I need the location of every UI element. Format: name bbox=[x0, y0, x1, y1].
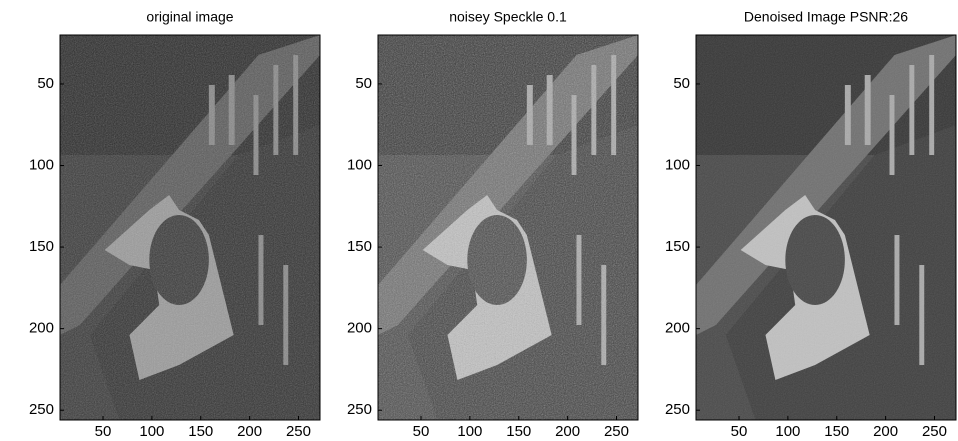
axes-title: noisey Speckle 0.1 bbox=[449, 9, 567, 25]
x-tick-label: 50 bbox=[95, 423, 112, 440]
image-noise bbox=[378, 35, 638, 420]
y-tick-label: 250 bbox=[29, 401, 54, 418]
x-tick-label: 200 bbox=[873, 423, 898, 440]
x-tick-label: 200 bbox=[237, 423, 262, 440]
image bbox=[696, 35, 956, 420]
y-tick-label: 150 bbox=[665, 238, 690, 255]
y-tick-label: 50 bbox=[673, 75, 690, 92]
y-tick-label: 50 bbox=[355, 75, 372, 92]
x-tick-label: 100 bbox=[457, 423, 482, 440]
y-tick-label: 100 bbox=[347, 156, 372, 173]
y-tick-label: 200 bbox=[347, 320, 372, 337]
y-tick-label: 200 bbox=[29, 320, 54, 337]
x-tick-label: 150 bbox=[188, 423, 213, 440]
image bbox=[378, 35, 638, 420]
y-tick-label: 150 bbox=[29, 238, 54, 255]
x-tick-label: 250 bbox=[286, 423, 311, 440]
axes-title: original image bbox=[146, 9, 233, 25]
x-tick-label: 150 bbox=[506, 423, 531, 440]
axes-title: Denoised Image PSNR:26 bbox=[744, 9, 908, 25]
y-tick-label: 200 bbox=[665, 320, 690, 337]
x-tick-label: 50 bbox=[731, 423, 748, 440]
x-tick-label: 250 bbox=[604, 423, 629, 440]
x-tick-label: 100 bbox=[775, 423, 800, 440]
y-tick-label: 100 bbox=[29, 156, 54, 173]
image-noise bbox=[696, 35, 956, 420]
x-tick-label: 250 bbox=[922, 423, 947, 440]
image-noise bbox=[60, 35, 320, 420]
x-tick-label: 100 bbox=[139, 423, 164, 440]
y-tick-label: 150 bbox=[347, 238, 372, 255]
x-tick-label: 150 bbox=[824, 423, 849, 440]
image bbox=[60, 35, 320, 420]
figure: original image 50 100 150 200 250 50 100 150 200 2… bbox=[0, 0, 958, 441]
y-tick-label: 250 bbox=[347, 401, 372, 418]
x-tick-label: 50 bbox=[413, 423, 430, 440]
y-tick-label: 100 bbox=[665, 156, 690, 173]
x-tick-label: 200 bbox=[555, 423, 580, 440]
y-tick-label: 250 bbox=[665, 401, 690, 418]
y-tick-label: 50 bbox=[37, 75, 54, 92]
